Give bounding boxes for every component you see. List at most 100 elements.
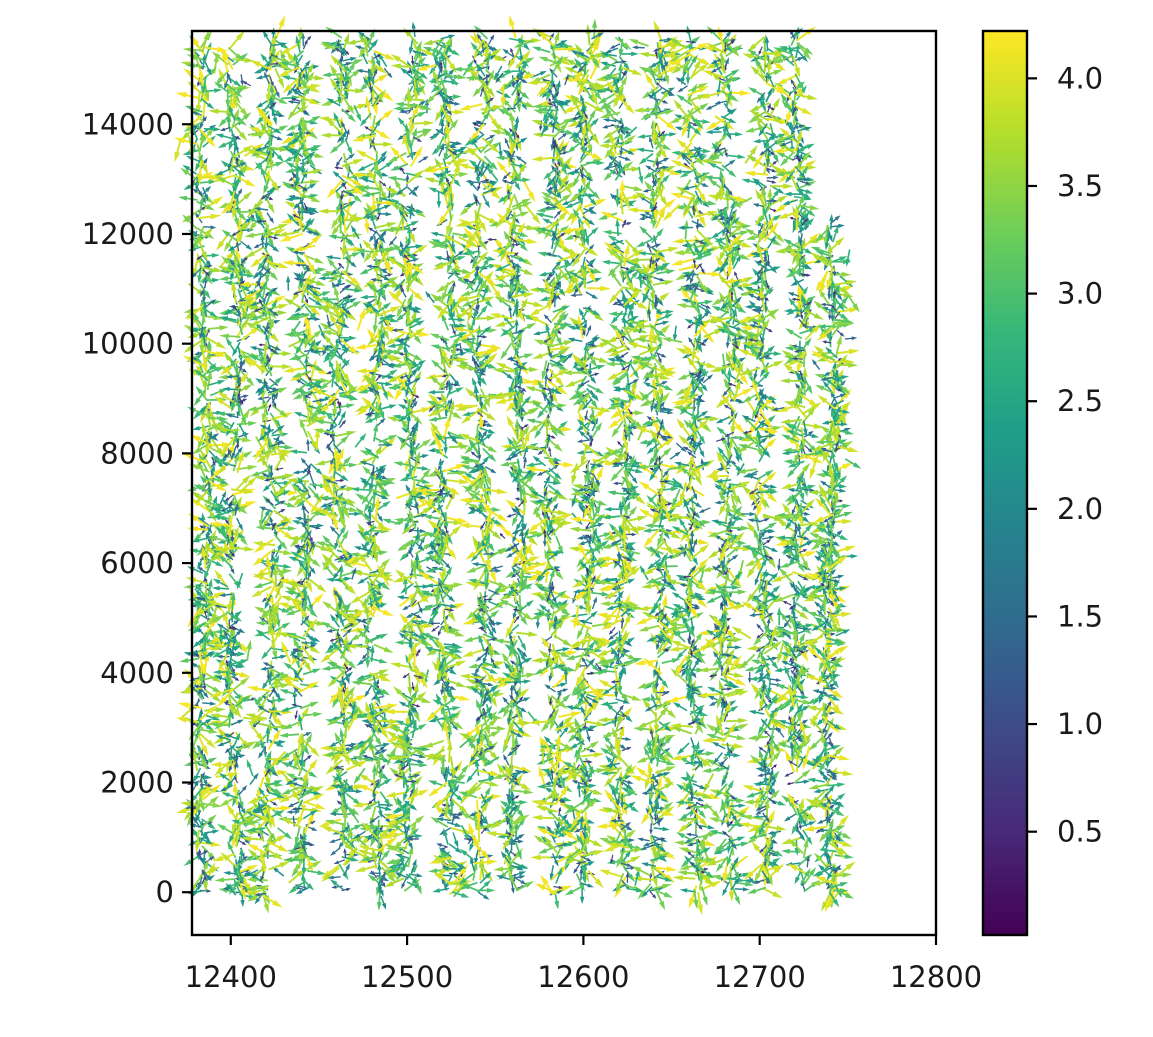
vector-arrow [283, 366, 307, 373]
vector-arrow [267, 805, 292, 812]
vector-arrow [341, 108, 357, 123]
vector-arrow [199, 775, 204, 791]
vector-arrow [192, 425, 209, 431]
vector-arrow [367, 59, 388, 74]
vector-arrow [228, 156, 233, 171]
vector-arrow [205, 299, 216, 308]
vector-arrow [345, 643, 368, 649]
vector-arrow [246, 887, 269, 896]
vector-arrow [192, 311, 204, 329]
vector-arrow [413, 540, 425, 552]
vector-arrow [268, 719, 280, 733]
vector-arrow [237, 316, 244, 336]
vector-arrow [289, 313, 310, 321]
vector-arrow [249, 60, 272, 71]
vector-arrow [336, 610, 345, 627]
vector-arrow [269, 709, 293, 715]
vector-arrow [225, 422, 235, 437]
vector-arrow [261, 885, 270, 905]
vector-arrow [229, 744, 243, 757]
vector-arrow [325, 26, 343, 39]
vector-arrow [329, 140, 346, 154]
vector-arrow [252, 550, 272, 567]
vector-arrow [309, 542, 331, 552]
vector-arrow [543, 314, 552, 324]
vector-arrow [208, 380, 226, 386]
vector-arrow [205, 478, 227, 492]
vector-arrow [395, 569, 414, 585]
vector-arrow [272, 606, 279, 629]
vector-arrow [198, 732, 216, 749]
vector-arrow [337, 42, 347, 57]
vector-arrow [197, 750, 208, 771]
vector-arrow [201, 545, 207, 570]
vector-arrow [391, 328, 404, 332]
vector-arrow [340, 190, 344, 200]
vector-arrow [370, 141, 394, 147]
vector-arrow [285, 773, 305, 782]
vector-arrow [349, 630, 369, 642]
vector-arrow [292, 250, 305, 255]
vector-arrow [264, 766, 271, 788]
vector-arrow [269, 465, 274, 479]
vector-arrow [374, 749, 388, 756]
vector-arrow [231, 196, 237, 220]
vector-arrow [362, 465, 378, 481]
vector-arrow [227, 591, 233, 615]
vector-arrow [377, 564, 390, 586]
vector-arrow [249, 723, 265, 743]
vector-arrow [195, 226, 205, 247]
vector-arrow [216, 823, 235, 835]
vector-arrow [334, 497, 357, 504]
vector-arrow [261, 695, 274, 704]
vector-arrow [224, 76, 230, 90]
vector-arrow [343, 848, 347, 859]
vector-arrow [407, 674, 413, 697]
vector-arrow [370, 213, 377, 230]
vector-arrow [511, 778, 532, 791]
vector-arrow [285, 246, 304, 256]
vector-arrow [359, 461, 374, 467]
vector-arrow [314, 419, 335, 425]
vector-arrow [395, 279, 406, 302]
vector-arrow [287, 801, 300, 808]
vector-arrow [261, 267, 271, 278]
vector-arrow [333, 566, 342, 580]
vector-arrow [367, 38, 379, 53]
vector-arrow [268, 387, 288, 396]
vector-arrow [259, 424, 273, 432]
vector-arrow [338, 346, 350, 359]
vector-arrow [336, 772, 345, 789]
vector-arrow [329, 344, 340, 362]
vector-arrow [301, 640, 318, 646]
vector-arrow [225, 414, 239, 419]
vector-arrow [271, 449, 295, 456]
vector-arrow [400, 286, 407, 298]
vector-arrow [277, 602, 301, 610]
vector-arrow [259, 848, 266, 872]
vector-arrow [370, 533, 377, 557]
vector-arrow [345, 666, 353, 674]
vector-arrow [336, 363, 351, 384]
vector-arrow [379, 279, 386, 299]
vector-arrow [271, 522, 276, 531]
vector-arrow [325, 577, 343, 583]
vector-arrow [300, 386, 308, 405]
vector-arrow [373, 52, 381, 68]
vector-arrow [405, 835, 413, 850]
vector-arrow [291, 782, 304, 788]
vector-arrow [355, 248, 376, 254]
vector-arrow [411, 528, 427, 533]
vector-arrow [287, 100, 301, 104]
vector-arrow [325, 759, 344, 775]
vector-arrow [199, 332, 205, 355]
vector-arrow [178, 702, 203, 710]
vector-arrow [184, 675, 203, 692]
vector-arrow [239, 406, 247, 426]
vector-arrow [368, 871, 381, 876]
vector-arrow [217, 266, 239, 275]
vector-arrow [267, 403, 272, 412]
vector-arrow [436, 192, 442, 209]
vector-arrow [298, 777, 309, 797]
vector-arrow [320, 41, 341, 49]
